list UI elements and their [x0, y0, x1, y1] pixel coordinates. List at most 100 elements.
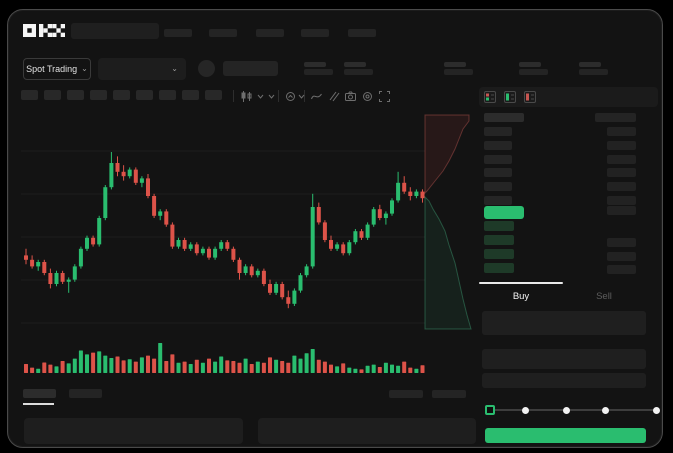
bottom-panel-right [258, 418, 476, 444]
stat-label-placeholder-4 [579, 62, 601, 67]
slider-stop-2[interactable] [563, 407, 570, 414]
bottom-action-placeholder-1[interactable] [389, 390, 423, 398]
active-tab-indicator [479, 282, 563, 284]
ask-price-row-3 [484, 168, 512, 177]
stat-value-placeholder-1 [344, 69, 373, 75]
app-window: Spot Trading ⌄ ⌄ Buy Sell [7, 9, 663, 448]
amount-slider-track[interactable] [490, 409, 656, 411]
amount-row-bottom-1 [607, 252, 636, 261]
app-root: Spot Trading ⌄ ⌄ Buy Sell [8, 10, 662, 447]
amount-input[interactable] [482, 349, 646, 369]
stat-label-placeholder-1 [344, 62, 366, 67]
ask-price-row-0 [484, 127, 512, 136]
amount-row-top-1 [607, 141, 636, 150]
stat-label-placeholder-2 [444, 62, 466, 67]
amount-row-bottom-2 [607, 265, 636, 274]
bid-price-row-1 [484, 235, 514, 245]
pair-name-placeholder [223, 61, 278, 76]
nav-item-placeholder-4[interactable] [348, 29, 376, 37]
pair-selector-dropdown[interactable]: ⌄ [98, 58, 186, 80]
amount-row-top-0 [607, 127, 636, 136]
stat-label-placeholder-0 [304, 62, 326, 67]
chevron-down-icon: ⌄ [81, 64, 88, 73]
amount-row-top-4 [607, 182, 636, 191]
drawing-tools-icon[interactable] [326, 89, 340, 103]
total-input[interactable] [482, 373, 646, 388]
amount-row-top-5 [607, 196, 636, 205]
amount-row-top-3 [607, 168, 636, 177]
book-both-icon[interactable] [484, 91, 496, 103]
chart-tool-placeholder-3[interactable] [90, 90, 107, 100]
settings-gear-icon[interactable] [360, 89, 374, 103]
tab-buy[interactable]: Buy [479, 285, 563, 307]
chevron-down-icon[interactable] [253, 89, 267, 103]
amount-slider-handle[interactable] [485, 405, 495, 415]
bottom-action-placeholder-2[interactable] [432, 390, 466, 398]
slider-stop-1[interactable] [522, 407, 529, 414]
ask-price-row-4 [484, 182, 512, 191]
amount-row-top-2 [607, 155, 636, 164]
toolbar-divider-0 [233, 90, 234, 102]
ask-price-row-5 [484, 196, 512, 205]
slider-stop-4[interactable] [653, 407, 660, 414]
toolbar-divider-2 [304, 90, 305, 102]
market-selector-label: Spot Trading [26, 64, 78, 74]
nav-item-placeholder-2[interactable] [256, 29, 284, 37]
chart-tool-placeholder-2[interactable] [67, 90, 84, 100]
chart-tool-placeholder-7[interactable] [182, 90, 199, 100]
stat-label-placeholder-3 [519, 62, 541, 67]
amount-row-top-6 [607, 206, 636, 215]
bid-price-row-3 [484, 263, 514, 273]
volume-chart [19, 339, 429, 375]
pair-avatar [198, 60, 215, 77]
tab-sell[interactable]: Sell [562, 285, 646, 307]
chart-tool-placeholder-1[interactable] [44, 90, 61, 100]
nav-item-placeholder-0[interactable] [164, 29, 192, 37]
submit-buy-button[interactable] [485, 428, 646, 443]
ask-price-row-1 [484, 141, 512, 150]
book-bids-icon[interactable] [504, 91, 516, 103]
chart-tool-placeholder-5[interactable] [136, 90, 153, 100]
chart-tool-placeholder-4[interactable] [113, 90, 130, 100]
bottom-tab-history[interactable] [69, 389, 102, 398]
chart-tool-placeholder-6[interactable] [159, 90, 176, 100]
book-asks-icon[interactable] [524, 91, 536, 103]
market-selector-button[interactable]: Spot Trading ⌄ [23, 58, 91, 80]
price-chart[interactable] [19, 111, 481, 341]
tab-buy-label: Buy [512, 290, 530, 302]
nav-item-placeholder-1[interactable] [209, 29, 237, 37]
amount-row-bottom-0 [607, 238, 636, 247]
orderbook-toolbar [479, 87, 658, 107]
indicators-icon[interactable] [283, 89, 297, 103]
bottom-active-tab-indicator [23, 403, 54, 405]
camera-icon[interactable] [343, 89, 357, 103]
ask-price-row-2 [484, 155, 512, 164]
header-search-placeholder[interactable] [71, 23, 159, 39]
stat-value-placeholder-2 [444, 69, 473, 75]
indicators-chevron-icon[interactable] [294, 89, 308, 103]
ob-price-header-placeholder [484, 113, 524, 122]
last-price-bar[interactable] [484, 206, 524, 219]
okx-logo[interactable] [23, 24, 65, 38]
tab-sell-label: Sell [596, 290, 612, 302]
bottom-tab-orders[interactable] [23, 389, 56, 398]
chevron-down-icon: ⌄ [171, 64, 178, 73]
bid-price-row-2 [484, 249, 514, 259]
chart-tool-placeholder-0[interactable] [21, 90, 38, 100]
chart-type-chevron-icon[interactable] [264, 89, 278, 103]
slider-stop-3[interactable] [602, 407, 609, 414]
fullscreen-icon[interactable] [377, 89, 391, 103]
nav-item-placeholder-3[interactable] [301, 29, 329, 37]
stat-value-placeholder-0 [304, 69, 333, 75]
stat-value-placeholder-4 [579, 69, 608, 75]
ob-amount-header-placeholder [595, 113, 636, 122]
bid-price-row-0 [484, 221, 514, 231]
interval-candles-icon[interactable] [239, 89, 253, 103]
stat-value-placeholder-3 [519, 69, 548, 75]
chart-tool-placeholder-8[interactable] [205, 90, 222, 100]
line-wave-icon[interactable] [309, 89, 323, 103]
bottom-panel-left [24, 418, 243, 444]
price-input[interactable] [482, 311, 646, 335]
toolbar-divider-1 [278, 90, 279, 102]
